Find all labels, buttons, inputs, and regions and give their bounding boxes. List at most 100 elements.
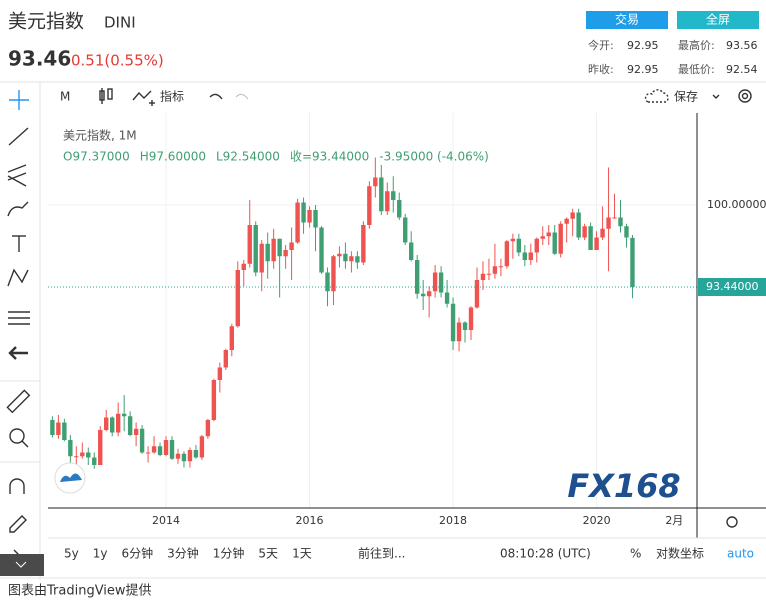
candle-body — [86, 452, 91, 458]
collapse-button[interactable] — [0, 554, 44, 576]
candle-body — [576, 212, 581, 238]
candle-body — [301, 202, 306, 223]
candle-body — [169, 440, 175, 459]
interval-button[interactable]: M — [60, 90, 70, 104]
cloud-icon[interactable] — [644, 89, 669, 103]
candle-body — [211, 380, 217, 420]
candle-body — [62, 422, 67, 440]
candle-body — [600, 228, 605, 238]
undo-icon[interactable] — [209, 93, 223, 100]
candle-body — [145, 452, 151, 454]
range-button[interactable]: 1分钟 — [213, 546, 245, 561]
range-button[interactable]: 6分钟 — [122, 546, 154, 561]
trade-button[interactable] — [586, 11, 668, 29]
log-toggle[interactable]: 对数坐标 — [656, 546, 704, 561]
candle-body — [498, 266, 504, 268]
candle-body — [74, 456, 79, 458]
redo-icon — [235, 93, 249, 100]
ohlc-legend: O97.37000 H97.60000 L92.54000 收=93.44000 -3.… — [63, 150, 489, 164]
candle-body — [307, 210, 312, 223]
candle-body — [157, 446, 163, 455]
candle-body — [80, 452, 85, 457]
stat-label: 昨收: — [588, 62, 614, 76]
fullscreen-button[interactable] — [677, 11, 759, 29]
candle-body — [319, 227, 324, 273]
candle-body — [121, 413, 127, 417]
candle-body — [432, 272, 438, 292]
stat-label: 今开: — [588, 38, 614, 52]
stat-value: 93.56 — [726, 39, 758, 52]
collapse-icon[interactable] — [15, 561, 27, 568]
candle-body — [492, 266, 498, 274]
candle-body — [277, 238, 282, 257]
goto-button[interactable]: 前往到... — [358, 546, 405, 561]
candle-body — [391, 191, 396, 200]
percent-toggle[interactable]: % — [630, 547, 641, 561]
candle-body — [295, 202, 300, 243]
candle-body — [510, 238, 516, 242]
candle-body — [414, 260, 420, 294]
candle-body — [355, 256, 360, 263]
candle-body — [546, 232, 551, 237]
fullscreen-button-label[interactable]: 全屏 — [706, 12, 730, 27]
candle-type-icon[interactable] — [99, 88, 113, 104]
auto-toggle[interactable]: auto — [727, 547, 754, 561]
chart-area — [48, 113, 697, 508]
range-button[interactable]: 1天 — [292, 547, 312, 561]
clock: 08:10:28 (UTC) — [500, 547, 591, 561]
candle-body — [223, 350, 229, 368]
candle-body — [522, 252, 528, 260]
candle-body — [438, 272, 444, 293]
save-menu-icon[interactable] — [712, 94, 720, 99]
save-button[interactable]: 保存 — [674, 90, 698, 104]
candle-body — [624, 226, 629, 238]
price-label-bg — [698, 278, 766, 296]
candle-body — [205, 420, 211, 437]
candle-body — [397, 200, 402, 218]
candle-body — [420, 293, 426, 297]
indicator-icon[interactable] — [132, 90, 155, 106]
price-change: 0.51(0.55%) — [71, 52, 164, 70]
settings-icon[interactable] — [738, 89, 752, 103]
logo-icon — [60, 473, 82, 482]
candle-body — [385, 191, 390, 212]
range-button[interactable]: 3分钟 — [167, 546, 199, 561]
candle-body — [229, 326, 234, 350]
range-button[interactable]: 1y — [93, 547, 108, 561]
ohlc-value: O97.37000 — [63, 150, 130, 164]
candle-body — [349, 256, 354, 262]
y-tick-label: 100.00000 — [707, 198, 766, 211]
candle-body — [98, 430, 103, 465]
left-tools[interactable] — [6, 90, 31, 561]
footer-credit: 图表由TradingView提供 — [8, 583, 152, 599]
candle-body — [450, 303, 456, 342]
range-button[interactable]: 5天 — [258, 547, 278, 561]
trade-button-label[interactable]: 交易 — [615, 12, 639, 27]
candle-body — [265, 243, 270, 262]
candle-body — [486, 273, 492, 275]
candle-body — [193, 450, 199, 458]
candle-body — [271, 238, 276, 262]
stat-value: 92.95 — [627, 39, 659, 52]
candle-body — [588, 226, 593, 250]
candle-body — [480, 273, 486, 280]
candle-body — [594, 237, 599, 250]
price-label: 93.44000 — [706, 280, 759, 293]
candle-body — [133, 428, 139, 435]
candle-body — [343, 253, 348, 262]
candle-body — [110, 417, 115, 433]
candle-body — [313, 210, 318, 228]
range-button[interactable]: 5y — [64, 547, 79, 561]
candle-body — [504, 241, 510, 267]
candle-body — [630, 237, 635, 287]
candle-body — [456, 322, 462, 342]
stat-value: 92.95 — [627, 63, 659, 76]
axis-settings-icon[interactable] — [726, 516, 738, 528]
candle-body — [337, 253, 342, 257]
candle-body — [528, 252, 533, 260]
indicators-button[interactable]: 指标 — [160, 89, 184, 104]
last-price: 93.46 — [8, 47, 71, 71]
candle-body — [361, 225, 366, 263]
ohlc-value: L92.54000 — [216, 150, 280, 164]
